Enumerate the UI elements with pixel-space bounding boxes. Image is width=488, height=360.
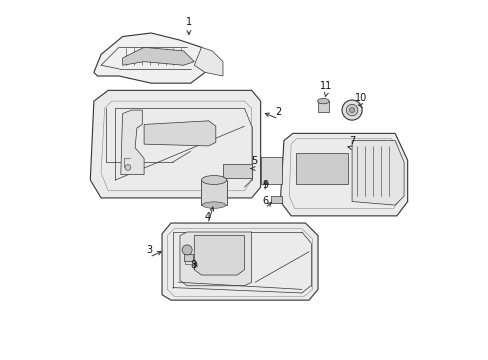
Polygon shape xyxy=(162,223,317,300)
Text: 11: 11 xyxy=(320,81,332,91)
Text: 7: 7 xyxy=(348,136,354,145)
Polygon shape xyxy=(183,253,192,261)
Text: 10: 10 xyxy=(354,93,366,103)
Text: 6: 6 xyxy=(262,196,268,206)
Ellipse shape xyxy=(201,176,226,184)
Text: 5: 5 xyxy=(250,156,257,166)
Ellipse shape xyxy=(202,202,225,208)
Polygon shape xyxy=(317,101,328,112)
Ellipse shape xyxy=(317,98,328,104)
Polygon shape xyxy=(144,121,215,146)
Text: 2: 2 xyxy=(275,107,281,117)
Polygon shape xyxy=(121,110,144,175)
Polygon shape xyxy=(260,157,282,184)
Polygon shape xyxy=(280,134,407,216)
Circle shape xyxy=(125,165,131,170)
Polygon shape xyxy=(351,140,403,205)
Polygon shape xyxy=(194,235,244,275)
Text: 1: 1 xyxy=(185,17,192,27)
Text: 8: 8 xyxy=(190,260,196,270)
Circle shape xyxy=(346,104,357,116)
Polygon shape xyxy=(94,33,208,83)
Polygon shape xyxy=(122,47,194,65)
Text: 3: 3 xyxy=(146,245,152,255)
Polygon shape xyxy=(90,90,260,198)
Polygon shape xyxy=(180,232,251,286)
Polygon shape xyxy=(296,153,348,184)
Circle shape xyxy=(349,108,354,113)
Circle shape xyxy=(341,100,362,120)
Polygon shape xyxy=(223,164,251,178)
Polygon shape xyxy=(271,196,282,203)
Circle shape xyxy=(182,245,192,255)
Text: 4: 4 xyxy=(204,212,210,221)
Polygon shape xyxy=(201,180,226,205)
Text: 9: 9 xyxy=(262,180,267,190)
Polygon shape xyxy=(194,47,223,76)
